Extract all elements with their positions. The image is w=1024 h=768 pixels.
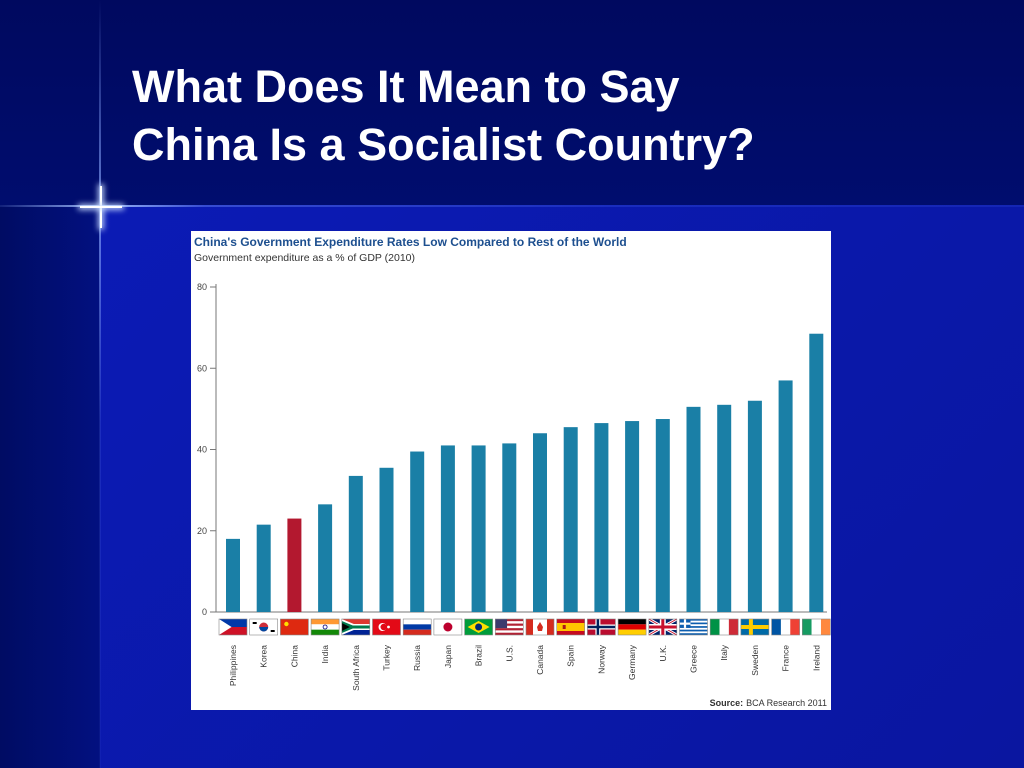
source-value: BCA Research 2011: [746, 698, 827, 708]
chart-card: China's Government Expenditure Rates Low…: [191, 231, 831, 710]
bar-norway: [594, 423, 609, 612]
category-labels: Philippines Korea China India South Africa Tu…: [228, 644, 821, 691]
france-flag-icon: [771, 618, 800, 636]
horizontal-accent-line: [0, 205, 1024, 207]
y-tick-label: 0: [202, 607, 207, 617]
bar-philippines: [226, 538, 240, 612]
india-flag-icon: [310, 618, 340, 636]
bar-brazil: [471, 445, 486, 612]
title-background-band: [0, 0, 1024, 205]
x-category-label: South Africa: [351, 645, 361, 691]
bar-south-africa: [348, 475, 363, 612]
germany-flag-icon: [617, 618, 647, 636]
y-tick-label: 40: [197, 445, 207, 455]
x-category-label: Ireland: [811, 645, 821, 671]
bar-india: [318, 504, 333, 612]
bar-sweden: [747, 400, 762, 612]
south-africa-flag-icon: [341, 618, 371, 636]
x-category-label: Philippines: [228, 645, 238, 686]
source-label: Source:: [710, 698, 744, 708]
x-category-label: Korea: [259, 645, 269, 668]
korea-flag-icon: [249, 618, 279, 636]
bar-germany: [625, 421, 640, 612]
bar-korea: [256, 524, 271, 612]
vertical-accent-line: [99, 0, 101, 768]
bar-canada: [533, 433, 547, 612]
x-category-label: U.S.: [504, 645, 514, 662]
x-category-label: Turkey: [382, 644, 392, 670]
bar-turkey: [379, 467, 394, 612]
bar-u-k: [655, 419, 670, 612]
slide-title: What Does It Mean to Say China Is a Soci…: [132, 58, 992, 174]
bar-u-s: [502, 443, 517, 612]
italy-flag-icon: [709, 618, 739, 636]
sparkle-icon: [80, 186, 122, 228]
chart-subtitle: Government expenditure as a % of GDP (20…: [194, 252, 415, 264]
y-tick-label: 20: [197, 526, 207, 536]
ireland-flag-icon: [801, 618, 831, 636]
x-category-label: U.K.: [658, 645, 668, 662]
canada-flag-icon: [525, 618, 555, 636]
chart-title: China's Government Expenditure Rates Low…: [194, 235, 627, 249]
sweden-flag-icon: [740, 618, 770, 636]
uk-flag-icon: [648, 617, 678, 637]
japan-flag-icon: [433, 618, 463, 636]
slide-title-line-1: What Does It Mean to Say: [132, 61, 680, 112]
bar-japan: [440, 445, 455, 612]
bar-china: [287, 518, 302, 612]
x-category-label: Russia: [412, 645, 422, 671]
bar-chart: China's Government Expenditure Rates Low…: [194, 235, 831, 708]
chart-source: Source: BCA Research 2011: [710, 698, 827, 708]
x-category-label: India: [320, 645, 330, 664]
turkey-flag-icon: [372, 618, 401, 636]
y-tick-label: 60: [197, 363, 207, 373]
norway-flag-icon: [587, 618, 616, 636]
x-category-label: Spain: [566, 645, 576, 667]
china-flag-icon: [280, 618, 309, 636]
x-category-label: Germany: [627, 644, 637, 680]
flags: [218, 617, 831, 637]
spain-flag-icon: [556, 618, 586, 636]
y-tick-label: 80: [197, 282, 207, 292]
bar-russia: [410, 451, 425, 612]
x-category-label: Greece: [689, 645, 699, 673]
x-category-label: Norway: [596, 644, 606, 674]
bar-france: [778, 380, 793, 612]
bar-italy: [717, 404, 732, 612]
x-category-label: Canada: [535, 645, 545, 675]
brazil-flag-icon: [464, 618, 493, 636]
x-category-label: Italy: [719, 644, 729, 660]
x-category-label: China: [289, 645, 299, 667]
x-category-label: Brazil: [474, 645, 484, 666]
slide-title-line-2: China Is a Socialist Country?: [132, 119, 755, 170]
bar-ireland: [809, 333, 824, 612]
bars: [226, 333, 824, 612]
greece-flag-icon: [679, 618, 708, 636]
x-category-label: Sweden: [750, 645, 760, 676]
us-flag-icon: [494, 618, 524, 636]
bar-greece: [686, 406, 701, 612]
x-category-label: France: [781, 645, 791, 672]
x-category-label: Japan: [443, 645, 453, 668]
bar-spain: [563, 427, 578, 612]
philippines-flag-icon: [218, 618, 248, 636]
russia-flag-icon: [402, 618, 432, 636]
